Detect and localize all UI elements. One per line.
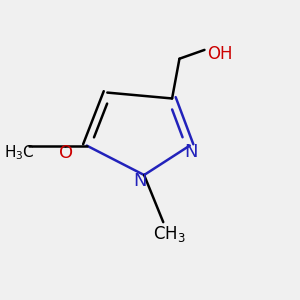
Text: H$_3$C: H$_3$C (4, 144, 35, 162)
Text: N: N (133, 172, 146, 190)
Text: OH: OH (207, 45, 233, 63)
Text: CH$_3$: CH$_3$ (153, 224, 185, 244)
Text: N: N (184, 143, 198, 161)
Text: O: O (59, 144, 73, 162)
